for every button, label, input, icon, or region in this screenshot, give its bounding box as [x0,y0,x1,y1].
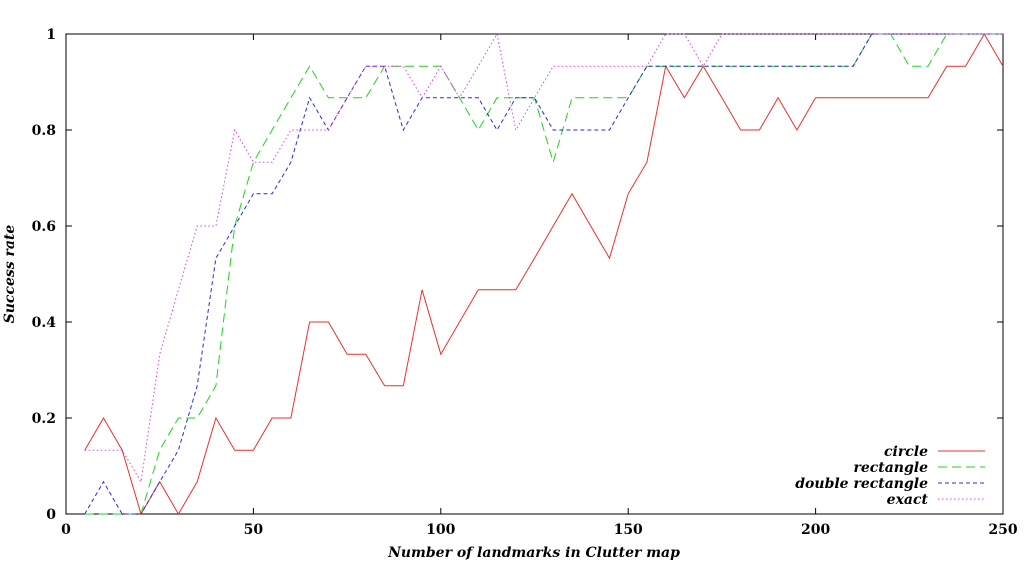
y-tick-label: 1 [46,27,56,43]
x-tick-label: 250 [988,522,1017,538]
plot-axes [65,33,1004,515]
x-tick-label: 100 [426,522,455,538]
y-tick-label: 0.8 [32,123,56,139]
y-tick-label: 0 [46,507,56,523]
series-line-double-rectangle [84,33,1003,515]
y-tick-label: 0.4 [32,315,57,331]
legend-label-exact: exact [887,492,929,508]
plot-frame [65,33,1004,515]
x-tick-label: 200 [801,522,830,538]
x-axis-title: Number of landmarks in Clutter map [387,545,680,561]
series-layer [84,32,1004,516]
y-tick-label: 0.6 [32,219,56,235]
series-line-circle [84,33,1004,516]
legend-label-circle: circle [884,444,928,460]
series-line-exact [84,32,1003,484]
legend-label-double-rectangle: double rectangle [795,476,928,492]
y-tick-label: 0.2 [32,411,56,427]
y-axis-ticks: 0 0.2 0.4 0.6 0.8 1 [32,27,1003,523]
legend-label-rectangle: rectangle [853,460,928,476]
x-tick-label: 0 [61,522,71,538]
x-axis-ticks: 0 50 100 150 200 250 [61,34,1018,538]
x-tick-label: 50 [244,522,264,538]
x-tick-label: 150 [614,522,643,538]
series-line-rectangle [84,33,1003,515]
y-axis-title: Success rate [2,225,18,324]
